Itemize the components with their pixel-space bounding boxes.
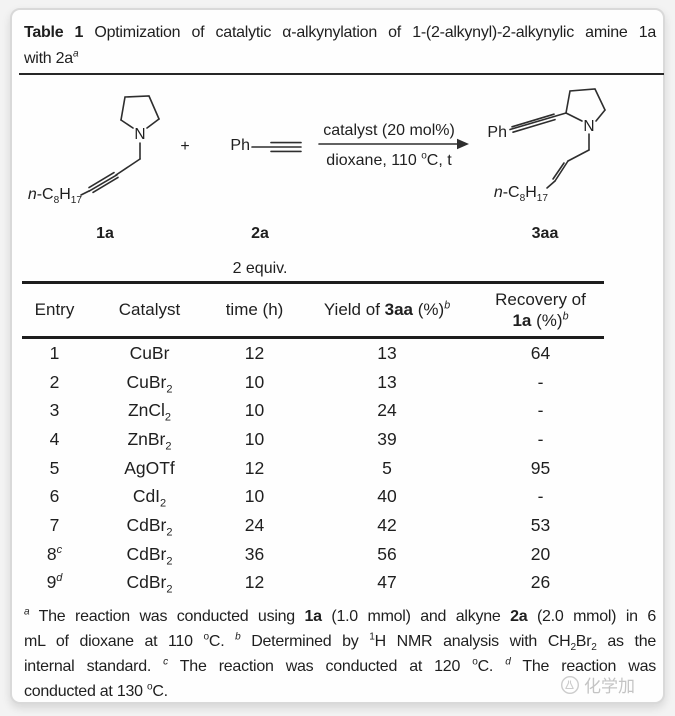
cell-yield: 13 [377, 342, 397, 363]
cell-catalyst: CdBr2 [126, 543, 173, 568]
cell-recovery: - [537, 486, 544, 507]
cell-catalyst: CdBr2 [126, 514, 173, 539]
table-row: 6 CdI2 10 40 - [22, 482, 604, 511]
cell-recovery: 26 [530, 572, 551, 593]
cell-entry: 4 [49, 428, 60, 449]
table-row: 3 ZnCl2 10 24 - [22, 396, 604, 425]
footnote-line: mL of dioxane at 110 oC. b Determined by… [24, 631, 657, 654]
reaction-scheme-drawing: N N [80, 88, 606, 196]
compound-3aa-label: 3aa [531, 225, 559, 242]
cell-recovery: 95 [530, 457, 551, 478]
footnote-line: a The reaction was conducted using 1a (1… [24, 606, 656, 625]
watermark-text: 化学加 [584, 677, 635, 696]
cell-entry: 5 [49, 457, 60, 478]
table-row: 2 CuBr2 10 13 - [22, 368, 604, 397]
table-header-row: Entry Catalyst time (h) Yield of 3aa (%)… [22, 284, 604, 336]
octyl-chain-label: n-C8H17 [27, 186, 82, 207]
compound-1a-label: 1a [96, 225, 114, 242]
cell-time: 10 [244, 486, 265, 507]
cell-entry: 7 [49, 514, 60, 535]
cell-yield: 47 [377, 572, 397, 593]
cell-time: 10 [244, 428, 265, 449]
cell-catalyst: AgOTf [124, 457, 175, 478]
watermark: 化学加 [560, 672, 635, 697]
cell-yield: 40 [377, 486, 397, 507]
solvent-conditions-label: dioxane, 110 oC, t [326, 150, 452, 169]
cell-recovery: 53 [530, 514, 551, 535]
cell-time: 24 [244, 514, 265, 535]
caption-divider [19, 73, 664, 76]
table-row: 9d CdBr2 12 47 26 [22, 569, 604, 598]
table-row: 5 AgOTf 12 5 95 [22, 454, 604, 483]
equivalents-label: 2 equiv. [232, 260, 288, 277]
cell-entry: 2 [49, 371, 60, 392]
octyl-chain-label: n-C8H17 [493, 184, 548, 205]
cell-catalyst: CdBr2 [126, 572, 173, 596]
reaction-scheme: N N n-C8H17 1a + Ph 2a 2 equiv. catalyst… [12, 77, 663, 281]
cell-recovery: - [537, 400, 544, 421]
cell-time: 12 [244, 457, 265, 478]
cell-time: 10 [244, 400, 265, 421]
cell-catalyst: CuBr2 [126, 371, 173, 396]
header-catalyst: Catalyst [118, 300, 181, 319]
cell-recovery: 64 [530, 342, 551, 363]
cell-catalyst: ZnCl2 [127, 400, 172, 424]
cell-entry: 9d [46, 572, 63, 593]
cell-entry: 3 [49, 400, 60, 421]
header-time: time (h) [225, 300, 284, 319]
phenyl-label: Ph [487, 124, 507, 141]
cell-catalyst: CdI2 [132, 486, 167, 510]
cell-recovery: 20 [530, 543, 551, 564]
table-row: 7 CdBr2 24 42 53 [22, 511, 604, 540]
header-recovery: Recovery of 1a (%)b [495, 290, 586, 330]
table-body: 1 CuBr 12 13 64 2 CuBr2 10 13-3 ZnCl2 10 24-4 ZnBr2 1… [22, 339, 604, 597]
table-caption-line2: with 2aa [24, 48, 79, 67]
table-caption-line1: Table 1 Optimization of catalytic α-alky… [24, 24, 656, 41]
cell-entry: 6 [49, 486, 60, 507]
table-row: 4 ZnBr2 10 39 - [22, 425, 604, 454]
cell-recovery: - [537, 428, 544, 449]
table-footnotes: a The reaction was conducted using 1a (1… [24, 604, 656, 704]
cell-time: 12 [244, 572, 265, 593]
table-row: 1 CuBr 12 13 64 [22, 339, 604, 368]
table-header-rule [22, 336, 604, 339]
table-row: 8c CdBr2 36 56 20 [22, 540, 604, 569]
paper-table-card: Table 1 Optimization of catalytic α-alky… [10, 8, 665, 704]
cell-entry: 8c [46, 543, 63, 564]
header-entry: Entry [34, 300, 75, 319]
phenyl-label: Ph [230, 137, 250, 154]
catalyst-conditions-label: catalyst (20 mol%) [323, 122, 455, 139]
cell-time: 12 [244, 342, 265, 363]
cell-time: 36 [244, 543, 265, 564]
footnote-line: internal standard. c The reaction was co… [24, 656, 657, 675]
cell-yield: 13 [377, 371, 397, 392]
watermark-logo-icon [560, 675, 580, 694]
cell-recovery: - [537, 371, 544, 392]
header-yield: Yield of 3aa (%)b [323, 299, 451, 319]
cell-yield: 39 [377, 428, 397, 449]
cell-yield: 5 [382, 457, 392, 478]
footnote-line: conducted at 130 oC. [24, 681, 168, 700]
table-top-rule [22, 281, 604, 284]
cell-entry: 1 [49, 342, 60, 363]
cell-time: 10 [244, 371, 265, 392]
cell-yield: 56 [377, 543, 397, 564]
cell-catalyst: ZnBr2 [127, 428, 172, 453]
cell-catalyst: CuBr [129, 342, 170, 363]
table-caption: Table 1 Optimization of catalytic α-alky… [24, 20, 656, 72]
cell-yield: 42 [377, 514, 397, 535]
nitrogen-label: N [583, 118, 594, 135]
plus-sign: + [180, 138, 190, 155]
cell-yield: 24 [377, 400, 397, 421]
nitrogen-label: N [134, 126, 145, 143]
compound-2a-label: 2a [251, 225, 269, 242]
